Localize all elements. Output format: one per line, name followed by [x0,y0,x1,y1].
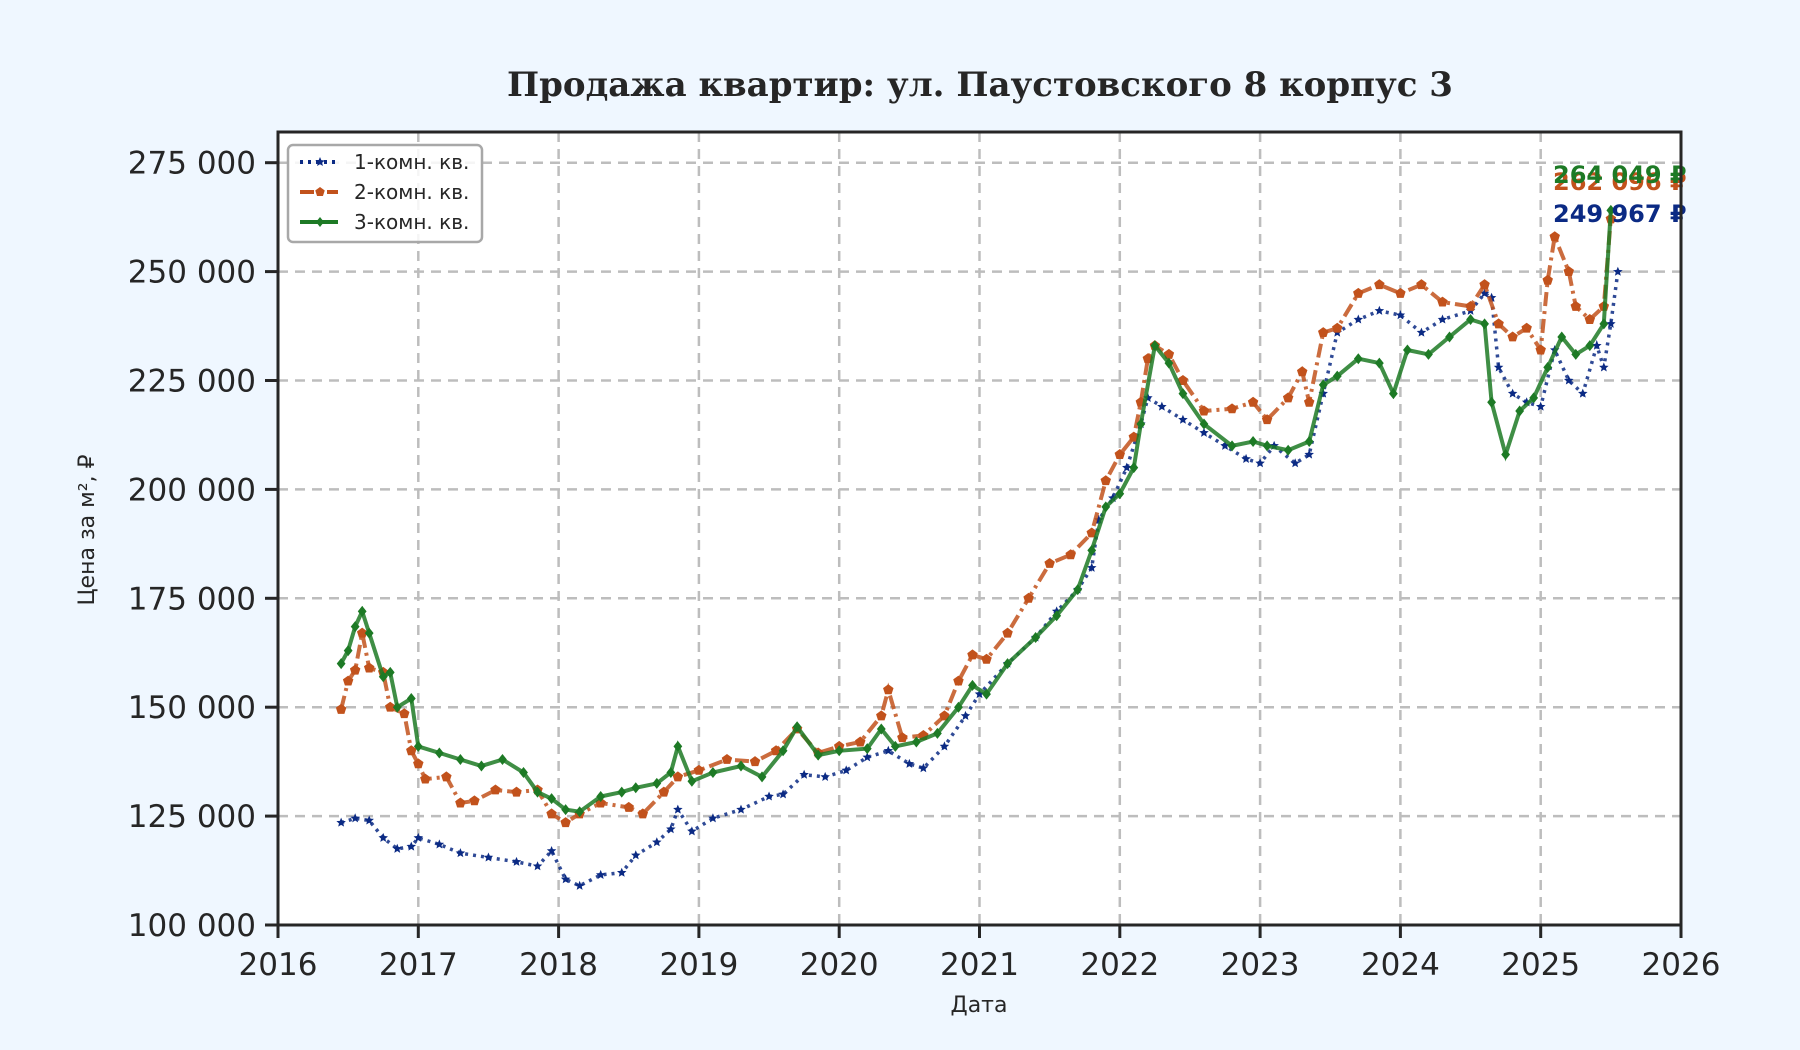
series-3 [336,204,1616,818]
x-axis-label: Дата [951,993,1008,1018]
legend-item: 3-комн. кв. [300,210,469,234]
series-layer [335,204,1623,890]
x-tick-label: 2026 [1642,947,1721,983]
x-tick-label: 2016 [239,947,318,983]
legend: 1-комн. кв. 2-комн. кв. 3-комн. кв. [286,143,484,244]
x-tick-label: 2018 [519,947,598,983]
end-value-label: 249 967 ₽ [1553,200,1687,228]
legend-item: 1-комн. кв. [300,150,469,174]
y-tick-label: 150 000 [128,690,256,726]
y-axis-ticks: 100 000 125 000 150 000 175 000 200 000 225 0… [128,146,278,944]
y-tick-label: 200 000 [128,472,256,508]
end-value-label: 264 049 ₽ [1553,161,1687,189]
x-tick-label: 2020 [800,947,879,983]
legend-label: 1-комн. кв. [354,150,469,174]
chart-title: Продажа квартир: ул. Паустовского 8 корп… [507,65,1453,105]
x-tick-label: 2023 [1221,947,1300,983]
x-tick-label: 2024 [1361,947,1440,983]
end-labels: 249 967 ₽ 262 096 ₽264 049 ₽ [1553,161,1687,228]
y-tick-label: 275 000 [128,146,256,182]
y-tick-label: 100 000 [128,908,256,944]
x-tick-label: 2017 [379,947,458,983]
x-tick-label: 2025 [1501,947,1580,983]
end-value-label: 262 096 ₽ [1553,168,1687,196]
legend-label: 3-комн. кв. [354,210,469,234]
y-tick-label: 125 000 [128,799,256,835]
x-tick-label: 2021 [940,947,1019,983]
legend-label: 2-комн. кв. [354,180,469,204]
x-tick-label: 2022 [1080,947,1159,983]
legend-box [286,143,484,244]
y-tick-label: 225 000 [128,364,256,400]
x-axis-ticks: 2016 2017 2018 2019 2020 2021 2022 2023 2024 2025… [239,925,1721,983]
y-tick-label: 175 000 [128,581,256,617]
y-tick-label: 250 000 [128,255,256,291]
y-axis-label: Цена за м², ₽ [75,454,100,605]
legend-item: 2-комн. кв. [300,180,469,204]
x-tick-label: 2019 [659,947,738,983]
